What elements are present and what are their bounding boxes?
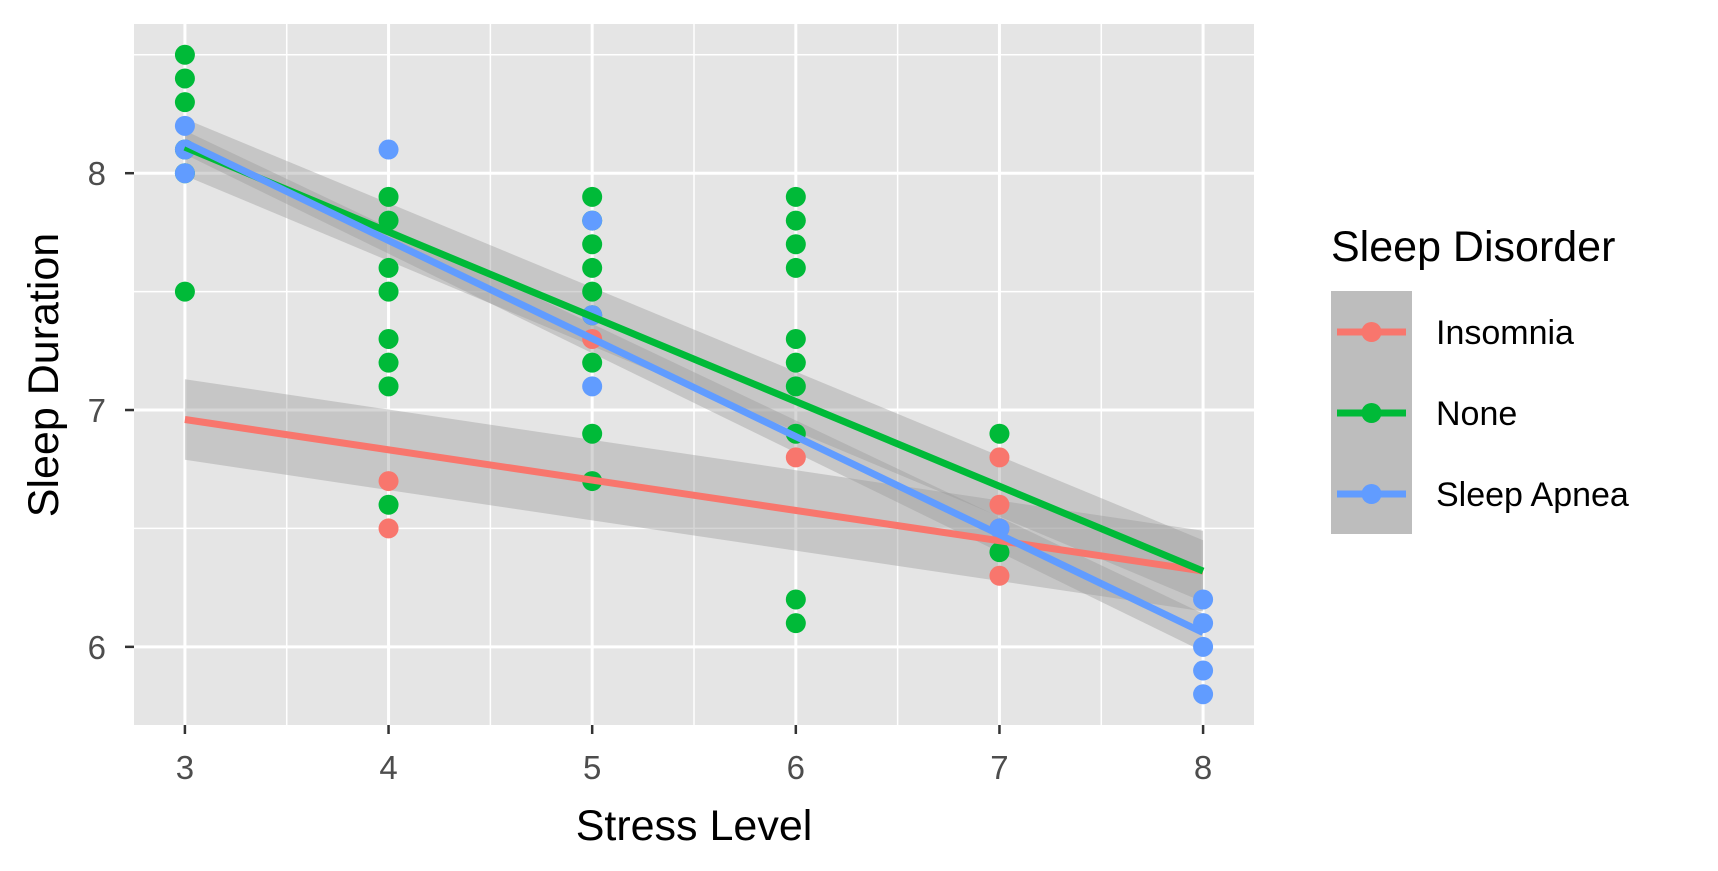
- data-point-none: [785, 328, 806, 349]
- y-tick-labels: 6 7 8: [88, 155, 106, 666]
- data-point-sleep-apnea: [1193, 636, 1214, 657]
- fit-lines: [183, 139, 1205, 636]
- data-point-insomnia: [378, 471, 399, 492]
- data-point-none: [174, 92, 195, 113]
- fit-line-sleep-apnea: [183, 139, 1205, 636]
- data-point-none: [582, 281, 603, 302]
- data-point-none: [174, 44, 195, 65]
- data-point-none: [582, 352, 603, 373]
- legend: Sleep Disorder Insomnia None Sleep Apnea: [1331, 223, 1629, 534]
- legend-key-point-insomnia: [1361, 322, 1382, 342]
- legend-keys: [1337, 322, 1406, 504]
- legend-title: Sleep Disorder: [1331, 223, 1615, 271]
- data-point-insomnia: [989, 447, 1010, 468]
- data-point-none: [785, 352, 806, 373]
- data-point-insomnia: [989, 565, 1010, 586]
- data-point-none: [989, 542, 1010, 563]
- data-point-none: [378, 210, 399, 231]
- data-point-none: [378, 257, 399, 278]
- data-point-none: [378, 186, 399, 207]
- data-point-none: [785, 589, 806, 610]
- x-tick-labels: 3 4 5 6 7 8: [176, 749, 1213, 786]
- x-tick-label: 3: [176, 749, 194, 786]
- data-point-none: [378, 494, 399, 515]
- data-point-none: [582, 234, 603, 255]
- data-point-insomnia: [989, 494, 1010, 515]
- legend-label-none: None: [1436, 395, 1517, 433]
- x-axis-title: Stress Level: [576, 802, 813, 850]
- fit-line-none: [183, 143, 1205, 575]
- data-point-sleep-apnea: [378, 139, 399, 160]
- y-tick-label: 8: [88, 155, 106, 192]
- data-point-insomnia: [378, 518, 399, 539]
- data-point-none: [785, 186, 806, 207]
- legend-label-sleep-apnea: Sleep Apnea: [1436, 476, 1629, 514]
- data-point-none: [989, 423, 1010, 444]
- fit-line-insomnia: [184, 416, 1204, 575]
- x-tick-label: 5: [583, 749, 601, 786]
- y-axis-title: Sleep Duration: [20, 233, 68, 517]
- data-point-none: [785, 234, 806, 255]
- data-point-none: [582, 257, 603, 278]
- data-point-none: [174, 68, 195, 89]
- axis-ticks: [125, 171, 1205, 734]
- data-point-none: [378, 281, 399, 302]
- data-point-sleep-apnea: [174, 163, 195, 184]
- x-tick-label: 4: [379, 749, 397, 786]
- x-tick-label: 7: [990, 749, 1008, 786]
- data-point-none: [785, 257, 806, 278]
- legend-label-insomnia: Insomnia: [1436, 314, 1574, 352]
- legend-key-point-sleep-apnea: [1361, 484, 1382, 504]
- legend-key-point-none: [1361, 403, 1382, 423]
- data-point-none: [785, 613, 806, 634]
- grid-minor: [134, 24, 1254, 725]
- data-point-sleep-apnea: [582, 210, 603, 231]
- data-point-sleep-apnea: [1193, 684, 1214, 705]
- data-point-none: [378, 352, 399, 373]
- x-tick-label: 6: [787, 749, 805, 786]
- data-point-insomnia: [785, 447, 806, 468]
- data-point-none: [378, 328, 399, 349]
- data-point-none: [174, 281, 195, 302]
- data-point-none: [785, 210, 806, 231]
- data-point-sleep-apnea: [174, 115, 195, 136]
- data-point-sleep-apnea: [1193, 589, 1214, 610]
- data-point-none: [785, 376, 806, 397]
- data-point-none: [582, 423, 603, 444]
- data-point-none: [378, 376, 399, 397]
- data-point-sleep-apnea: [582, 376, 603, 397]
- data-point-sleep-apnea: [1193, 660, 1214, 681]
- y-tick-label: 6: [88, 629, 106, 666]
- data-point-none: [582, 186, 603, 207]
- y-tick-label: 7: [88, 392, 106, 429]
- x-tick-label: 8: [1194, 749, 1212, 786]
